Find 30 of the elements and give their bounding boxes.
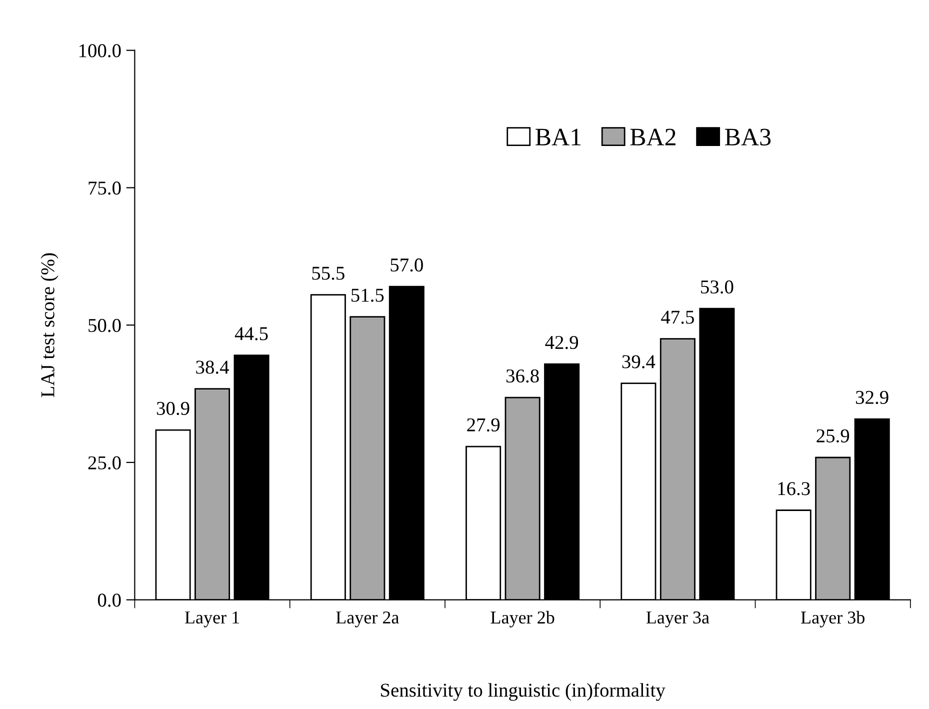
data-label: 44.5	[234, 327, 268, 340]
data-label: 16.3	[778, 482, 810, 496]
data-label: 32.9	[856, 390, 888, 404]
data-label: 42.9	[545, 336, 578, 350]
data-label: 36.8	[506, 369, 539, 383]
y-tick-label: 0.0	[98, 594, 121, 607]
data-label: 25.9	[816, 429, 850, 443]
x-tick-label: Layer 3a	[646, 611, 710, 628]
data-label: 51.5	[352, 288, 384, 302]
data-label: 55.5	[312, 266, 344, 280]
x-axis-title: Sensitivity to linguistic (in)formality	[381, 682, 666, 701]
data-label: 38.4	[196, 360, 229, 374]
x-tick-label: Layer 2b	[490, 610, 554, 628]
y-tick-label: 25.0	[88, 456, 121, 470]
x-tick-label: Layer 2a	[336, 611, 399, 628]
data-label: 27.9	[467, 418, 500, 432]
y-axis-title: LAJ test score (%)	[40, 253, 58, 398]
y-tick-label: 100.0	[79, 44, 121, 58]
data-label: 47.5	[661, 310, 694, 324]
y-tick-label: 50.0	[88, 318, 121, 332]
x-tick-label: Layer 1	[184, 611, 240, 628]
x-tick-label: Layer 3b	[801, 610, 864, 628]
data-label: 30.9	[156, 402, 190, 416]
y-tick-label: 75.0	[88, 182, 121, 195]
legend-label: BA3	[725, 128, 771, 146]
data-label: 53.0	[701, 280, 734, 294]
data-label: 57.0	[390, 258, 423, 272]
legend-label: BA2	[630, 128, 676, 146]
legend-label: BA1	[536, 128, 581, 146]
data-label: 39.4	[622, 355, 656, 368]
